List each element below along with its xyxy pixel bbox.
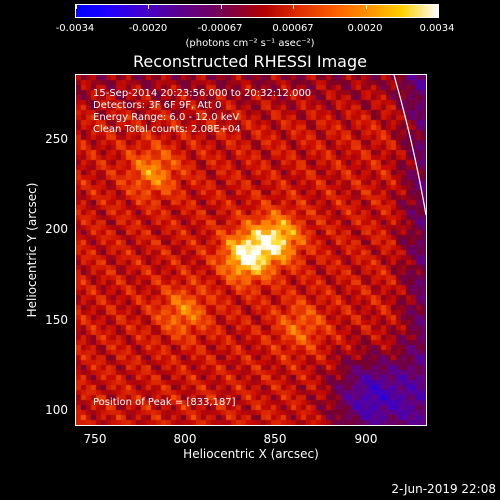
- x-tick-label: 900: [354, 432, 378, 446]
- detectors-text: Detectors: 3F 6F 9F, Att 0: [93, 100, 222, 111]
- colorbar-label: 0.0034: [419, 23, 455, 34]
- y-tick-label: 200: [45, 222, 68, 236]
- colorbar-tick: [437, 4, 438, 9]
- colorbar-label: 0.0020: [347, 23, 383, 34]
- colorbar-tick: [366, 4, 367, 9]
- y-axis-label: Heliocentric Y (arcsec): [25, 182, 39, 318]
- y-tick-label: 250: [45, 132, 68, 146]
- limb-svg: [393, 75, 426, 216]
- heatmap-plot: [75, 74, 427, 426]
- method-counts-text: Clean Total counts: 2.08E+04: [93, 124, 241, 135]
- colorbar-tick: [221, 4, 222, 9]
- time-range-text: 15-Sep-2014 20:23:56.000 to 20:32:12.000: [93, 88, 312, 99]
- chart-title: Reconstructed RHESSI Image: [133, 52, 367, 71]
- x-tick-label: 750: [83, 432, 107, 446]
- x-tick-label: 800: [173, 432, 197, 446]
- peak-position-text: Position of Peak = [833,187]: [93, 397, 236, 408]
- y-tick-label: 100: [45, 403, 68, 417]
- timestamp: 2-Jun-2019 22:08: [391, 482, 496, 496]
- colorbar-units: (photons cm⁻² s⁻¹ asec⁻²): [185, 38, 315, 49]
- energy-range-text: Energy Range: 6.0 - 12.0 keV: [93, 112, 240, 123]
- colorbar-tick: [148, 4, 149, 9]
- colorbar-tick: [76, 4, 77, 9]
- colorbar-label: -0.00067: [197, 23, 243, 34]
- y-tick-label: 150: [45, 313, 68, 327]
- solar-limb-line: [393, 75, 426, 216]
- colorbar-label: -0.0020: [128, 23, 168, 34]
- x-axis-label: Heliocentric X (arcsec): [183, 447, 319, 461]
- heatmap-canvas: [76, 75, 426, 425]
- colorbar-label: 0.00067: [272, 23, 314, 34]
- colorbar-tick: [293, 4, 294, 9]
- colorbar: [75, 4, 439, 18]
- x-tick-label: 850: [263, 432, 287, 446]
- colorbar-label: -0.0034: [55, 23, 95, 34]
